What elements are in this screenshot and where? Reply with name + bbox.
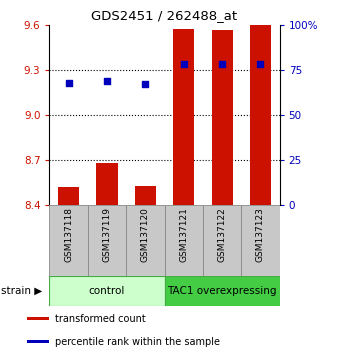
Bar — [49, 276, 164, 306]
Bar — [97, 163, 118, 205]
Bar — [164, 205, 203, 276]
Bar — [203, 205, 241, 276]
Text: GSM137122: GSM137122 — [218, 207, 226, 262]
Bar — [135, 186, 156, 205]
Text: percentile rank within the sample: percentile rank within the sample — [55, 337, 220, 347]
Text: GSM137123: GSM137123 — [256, 207, 265, 262]
Bar — [173, 29, 194, 205]
Text: TAC1 overexpressing: TAC1 overexpressing — [167, 286, 277, 296]
Bar — [250, 24, 271, 205]
Bar — [27, 340, 49, 343]
Point — [66, 80, 71, 85]
Title: GDS2451 / 262488_at: GDS2451 / 262488_at — [91, 9, 238, 22]
Bar — [241, 205, 280, 276]
Text: control: control — [89, 286, 125, 296]
Point — [258, 62, 263, 67]
Bar — [88, 205, 126, 276]
Point — [219, 62, 225, 67]
Bar — [164, 276, 280, 306]
Point — [181, 62, 187, 67]
Point — [143, 81, 148, 87]
Bar — [49, 205, 88, 276]
Text: GSM137119: GSM137119 — [103, 207, 112, 262]
Bar — [126, 205, 164, 276]
Text: GSM137120: GSM137120 — [141, 207, 150, 262]
Bar — [211, 30, 233, 205]
Text: strain ▶: strain ▶ — [1, 286, 43, 296]
Point — [104, 78, 110, 84]
Bar — [27, 318, 49, 320]
Text: transformed count: transformed count — [55, 314, 145, 324]
Text: GSM137121: GSM137121 — [179, 207, 188, 262]
Text: GSM137118: GSM137118 — [64, 207, 73, 262]
Bar — [58, 187, 79, 205]
